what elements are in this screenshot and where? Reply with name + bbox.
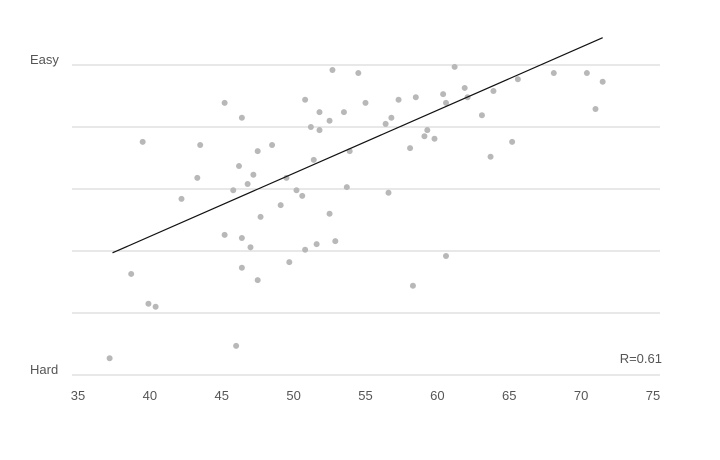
point: [487, 153, 494, 160]
point: [514, 76, 521, 83]
point: [302, 96, 309, 103]
point: [461, 84, 468, 91]
point: [247, 244, 254, 251]
point: [362, 99, 369, 106]
point: [431, 135, 438, 142]
point: [355, 70, 362, 77]
point: [443, 99, 449, 106]
x-tick-label: 55: [358, 388, 372, 403]
point: [194, 174, 201, 181]
point: [313, 241, 320, 248]
point: [550, 70, 557, 77]
y-tick-label: Easy: [30, 52, 59, 67]
x-tick-label: 35: [71, 388, 85, 403]
point: [238, 234, 245, 241]
point: [250, 171, 257, 178]
point: [451, 63, 458, 70]
y-tick-label: Hard: [30, 362, 58, 377]
point: [599, 78, 606, 85]
point: [382, 120, 389, 127]
point: [128, 270, 135, 277]
point: [340, 109, 347, 116]
point: [332, 238, 339, 245]
r-annotation: R=0.61: [620, 351, 662, 366]
point: [254, 277, 261, 284]
x-tick-label: 70: [574, 388, 588, 403]
point: [443, 252, 449, 259]
point: [343, 184, 350, 191]
trend-line: [112, 37, 603, 254]
point: [233, 342, 240, 349]
point: [421, 133, 428, 140]
x-tick-label: 65: [502, 388, 516, 403]
point: [236, 163, 242, 170]
point: [412, 94, 419, 101]
point: [221, 231, 228, 238]
point: [145, 300, 152, 307]
point: [293, 187, 300, 194]
point: [490, 88, 497, 95]
x-tick-label: 75: [646, 388, 660, 403]
point: [329, 66, 336, 73]
point: [409, 282, 416, 289]
point: [424, 127, 431, 134]
point: [326, 117, 333, 124]
point: [197, 141, 204, 148]
x-tick-label: 60: [430, 388, 444, 403]
point: [269, 141, 276, 148]
point: [307, 124, 314, 130]
point: [277, 202, 284, 209]
point: [583, 70, 590, 77]
point: [139, 138, 146, 145]
point: [221, 99, 228, 106]
point: [385, 189, 392, 196]
x-tick-label: 45: [215, 388, 229, 403]
point: [592, 106, 599, 113]
point: [257, 213, 264, 220]
point: [286, 259, 293, 266]
point: [302, 246, 309, 253]
point: [254, 148, 261, 155]
point: [316, 109, 323, 116]
point: [509, 138, 516, 145]
point: [316, 127, 323, 134]
point: [238, 114, 245, 121]
point: [388, 114, 395, 121]
x-tick-label: 50: [286, 388, 300, 403]
point: [478, 112, 485, 119]
point: [395, 96, 402, 103]
point: [299, 192, 306, 199]
point: [440, 91, 447, 98]
point: [178, 195, 185, 202]
point: [230, 187, 237, 194]
point: [244, 181, 251, 188]
point: [310, 156, 317, 163]
point: [238, 264, 245, 271]
point: [326, 210, 333, 217]
point: [152, 303, 159, 310]
x-tick-label: 40: [143, 388, 157, 403]
point: [106, 355, 113, 362]
point: [407, 145, 414, 152]
